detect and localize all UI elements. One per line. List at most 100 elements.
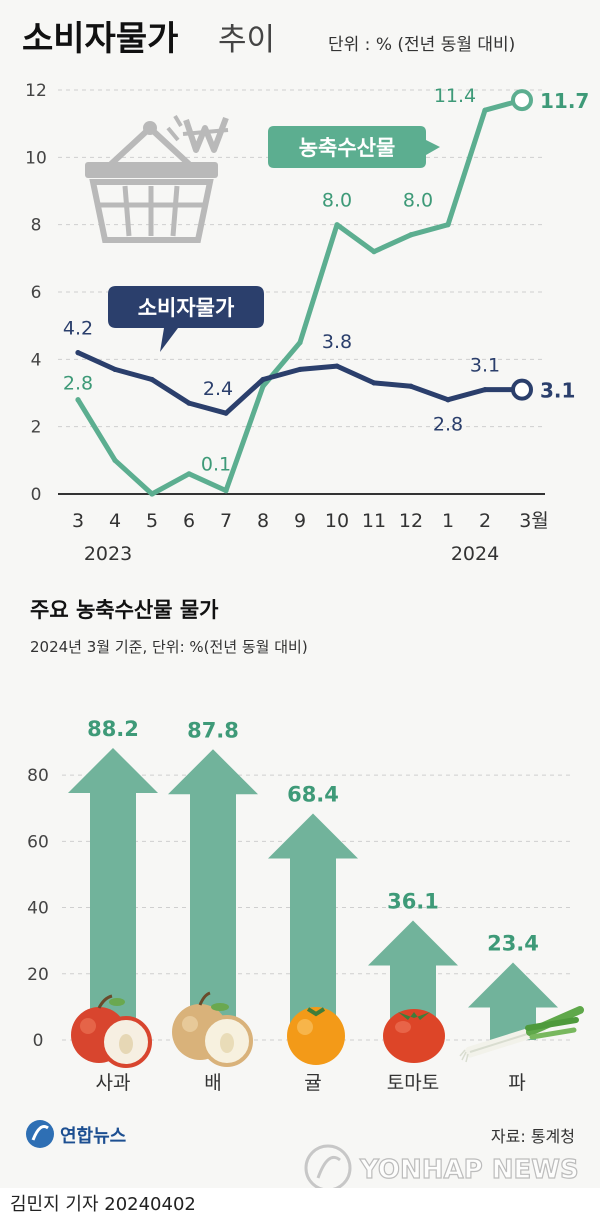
data-label-cpi: 3.8 [322, 331, 352, 353]
apple-icon [71, 994, 152, 1068]
data-label-agri: 8.0 [403, 190, 433, 212]
data-label-agri: 11.7 [540, 89, 589, 113]
x-tick-label: 1 [442, 510, 454, 532]
data-point-agri [445, 222, 451, 228]
data-label-agri: 0.1 [201, 454, 231, 476]
bar-value-label: 36.1 [387, 889, 439, 913]
legend-cpi-label: 소비자물가 [138, 296, 235, 320]
x-tick-label: 3 [72, 510, 84, 532]
data-point-cpi [482, 387, 488, 393]
source-note: 자료: 통계청 [491, 1127, 575, 1146]
x-tick-label: 9 [294, 510, 306, 532]
y-tick-label: 12 [25, 81, 47, 101]
data-point-cpi [445, 397, 451, 403]
x-tick-label: 5 [146, 510, 158, 532]
x-tick-label: 12 [399, 510, 423, 532]
x-year-label: 2023 [84, 543, 132, 565]
data-point-cpi [149, 376, 155, 383]
category-label: 귤 [304, 1072, 321, 1094]
data-point-agri [149, 491, 155, 497]
bar-value-label: 87.8 [187, 718, 239, 742]
bar-arrow [468, 962, 558, 1040]
y-tick-label: 40 [27, 899, 49, 919]
bar-value-label: 68.4 [287, 783, 339, 807]
y-tick-label: 2 [31, 418, 42, 438]
data-point-cpi [297, 366, 303, 373]
data-point-cpi [408, 383, 414, 389]
tangerine-icon [287, 1007, 345, 1065]
data-point-agri [371, 249, 377, 255]
category-label: 배 [204, 1072, 221, 1094]
line-chart-data-labels: 4.2 2.4 3.8 2.8 3.1 3.1 2.8 0.1 8.0 8.0 11.4 11.7 [63, 85, 589, 475]
x-tick-label: 11 [362, 510, 386, 532]
bar-value-label: 88.2 [87, 717, 139, 741]
bar-arrow [168, 749, 258, 1040]
bar-chart-y-ticks: 0 20 40 60 80 [27, 766, 49, 1051]
data-point-agri [223, 488, 229, 494]
x-tick-label: 10 [325, 510, 349, 532]
data-label-cpi: 3.1 [540, 379, 575, 403]
x-tick-label: 8 [257, 510, 269, 532]
data-point-cpi [223, 410, 229, 416]
y-tick-label: 20 [27, 965, 49, 985]
data-label-agri: 2.8 [63, 373, 93, 395]
y-tick-label: 60 [27, 832, 49, 852]
bar-arrow [268, 813, 358, 1040]
x-year-label: 2024 [451, 543, 499, 565]
bar-chart-title: 주요 농축수산물 물가 [30, 598, 219, 622]
bar-chart-category-labels: 사과 배 귤 토마토 파 [96, 1072, 526, 1094]
x-tick-label: 6 [183, 510, 195, 532]
legend-cpi-callout: 소비자물가 [108, 286, 264, 352]
series-line-cpi [75, 350, 525, 416]
data-point-cpi [334, 363, 340, 369]
data-label-cpi: 4.2 [63, 318, 93, 340]
y-tick-label: 80 [27, 766, 49, 786]
y-tick-label: 4 [31, 350, 42, 370]
tomato-icon [383, 1009, 445, 1063]
category-label: 파 [508, 1072, 525, 1094]
data-point-agri [334, 222, 340, 228]
data-point-cpi [371, 380, 377, 386]
bar-arrow [68, 747, 158, 1040]
data-point-cpi [260, 376, 266, 383]
end-point-cpi [511, 378, 533, 401]
data-point-cpi [75, 350, 81, 356]
category-label: 토마토 [387, 1072, 439, 1094]
legend-agri-label: 농축수산물 [299, 136, 396, 160]
legend-agri-callout: 농축수산물 [268, 126, 440, 168]
data-label-cpi: 3.1 [470, 355, 500, 377]
x-tick-label: 3월 [519, 510, 549, 532]
x-tick-label: 4 [109, 510, 121, 532]
y-tick-label: 0 [31, 485, 42, 505]
category-label: 사과 [96, 1072, 131, 1094]
watermark: YONHAP NEWS [304, 1144, 579, 1192]
pear-icon [172, 991, 253, 1067]
unit-note: 단위 : % (전년 동월 대비) [328, 35, 515, 55]
y-tick-label: 6 [31, 283, 42, 303]
watermark-text: YONHAP NEWS [359, 1155, 579, 1185]
logo-text: 연합뉴스 [60, 1125, 126, 1147]
green-onion-icon [459, 1006, 584, 1063]
bar-chart-bars [68, 747, 558, 1040]
data-point-agri [482, 107, 488, 113]
data-label-agri: 8.0 [322, 190, 352, 212]
bar-value-label: 23.4 [487, 932, 539, 956]
data-point-cpi [186, 400, 192, 406]
y-tick-label: 0 [33, 1031, 44, 1051]
bar-chart-data-labels: 88.2 87.8 68.4 36.1 23.4 [87, 717, 539, 956]
data-point-agri [186, 471, 192, 477]
data-label-cpi: 2.4 [203, 378, 233, 400]
data-point-agri [408, 232, 414, 238]
bar-chart-subtitle: 2024년 3월 기준, 단위: %(전년 동월 대비) [30, 638, 308, 656]
yonhap-logo-icon [26, 1120, 54, 1148]
page-title-sub: 추이 [218, 22, 275, 58]
end-point-agri [511, 89, 533, 112]
byline: 김민지 기자 20240402 [10, 1194, 196, 1215]
data-point-cpi [112, 366, 118, 373]
page-title: 소비자물가 [22, 19, 178, 59]
y-tick-label: 8 [31, 216, 42, 236]
bar-arrow [368, 920, 458, 1040]
